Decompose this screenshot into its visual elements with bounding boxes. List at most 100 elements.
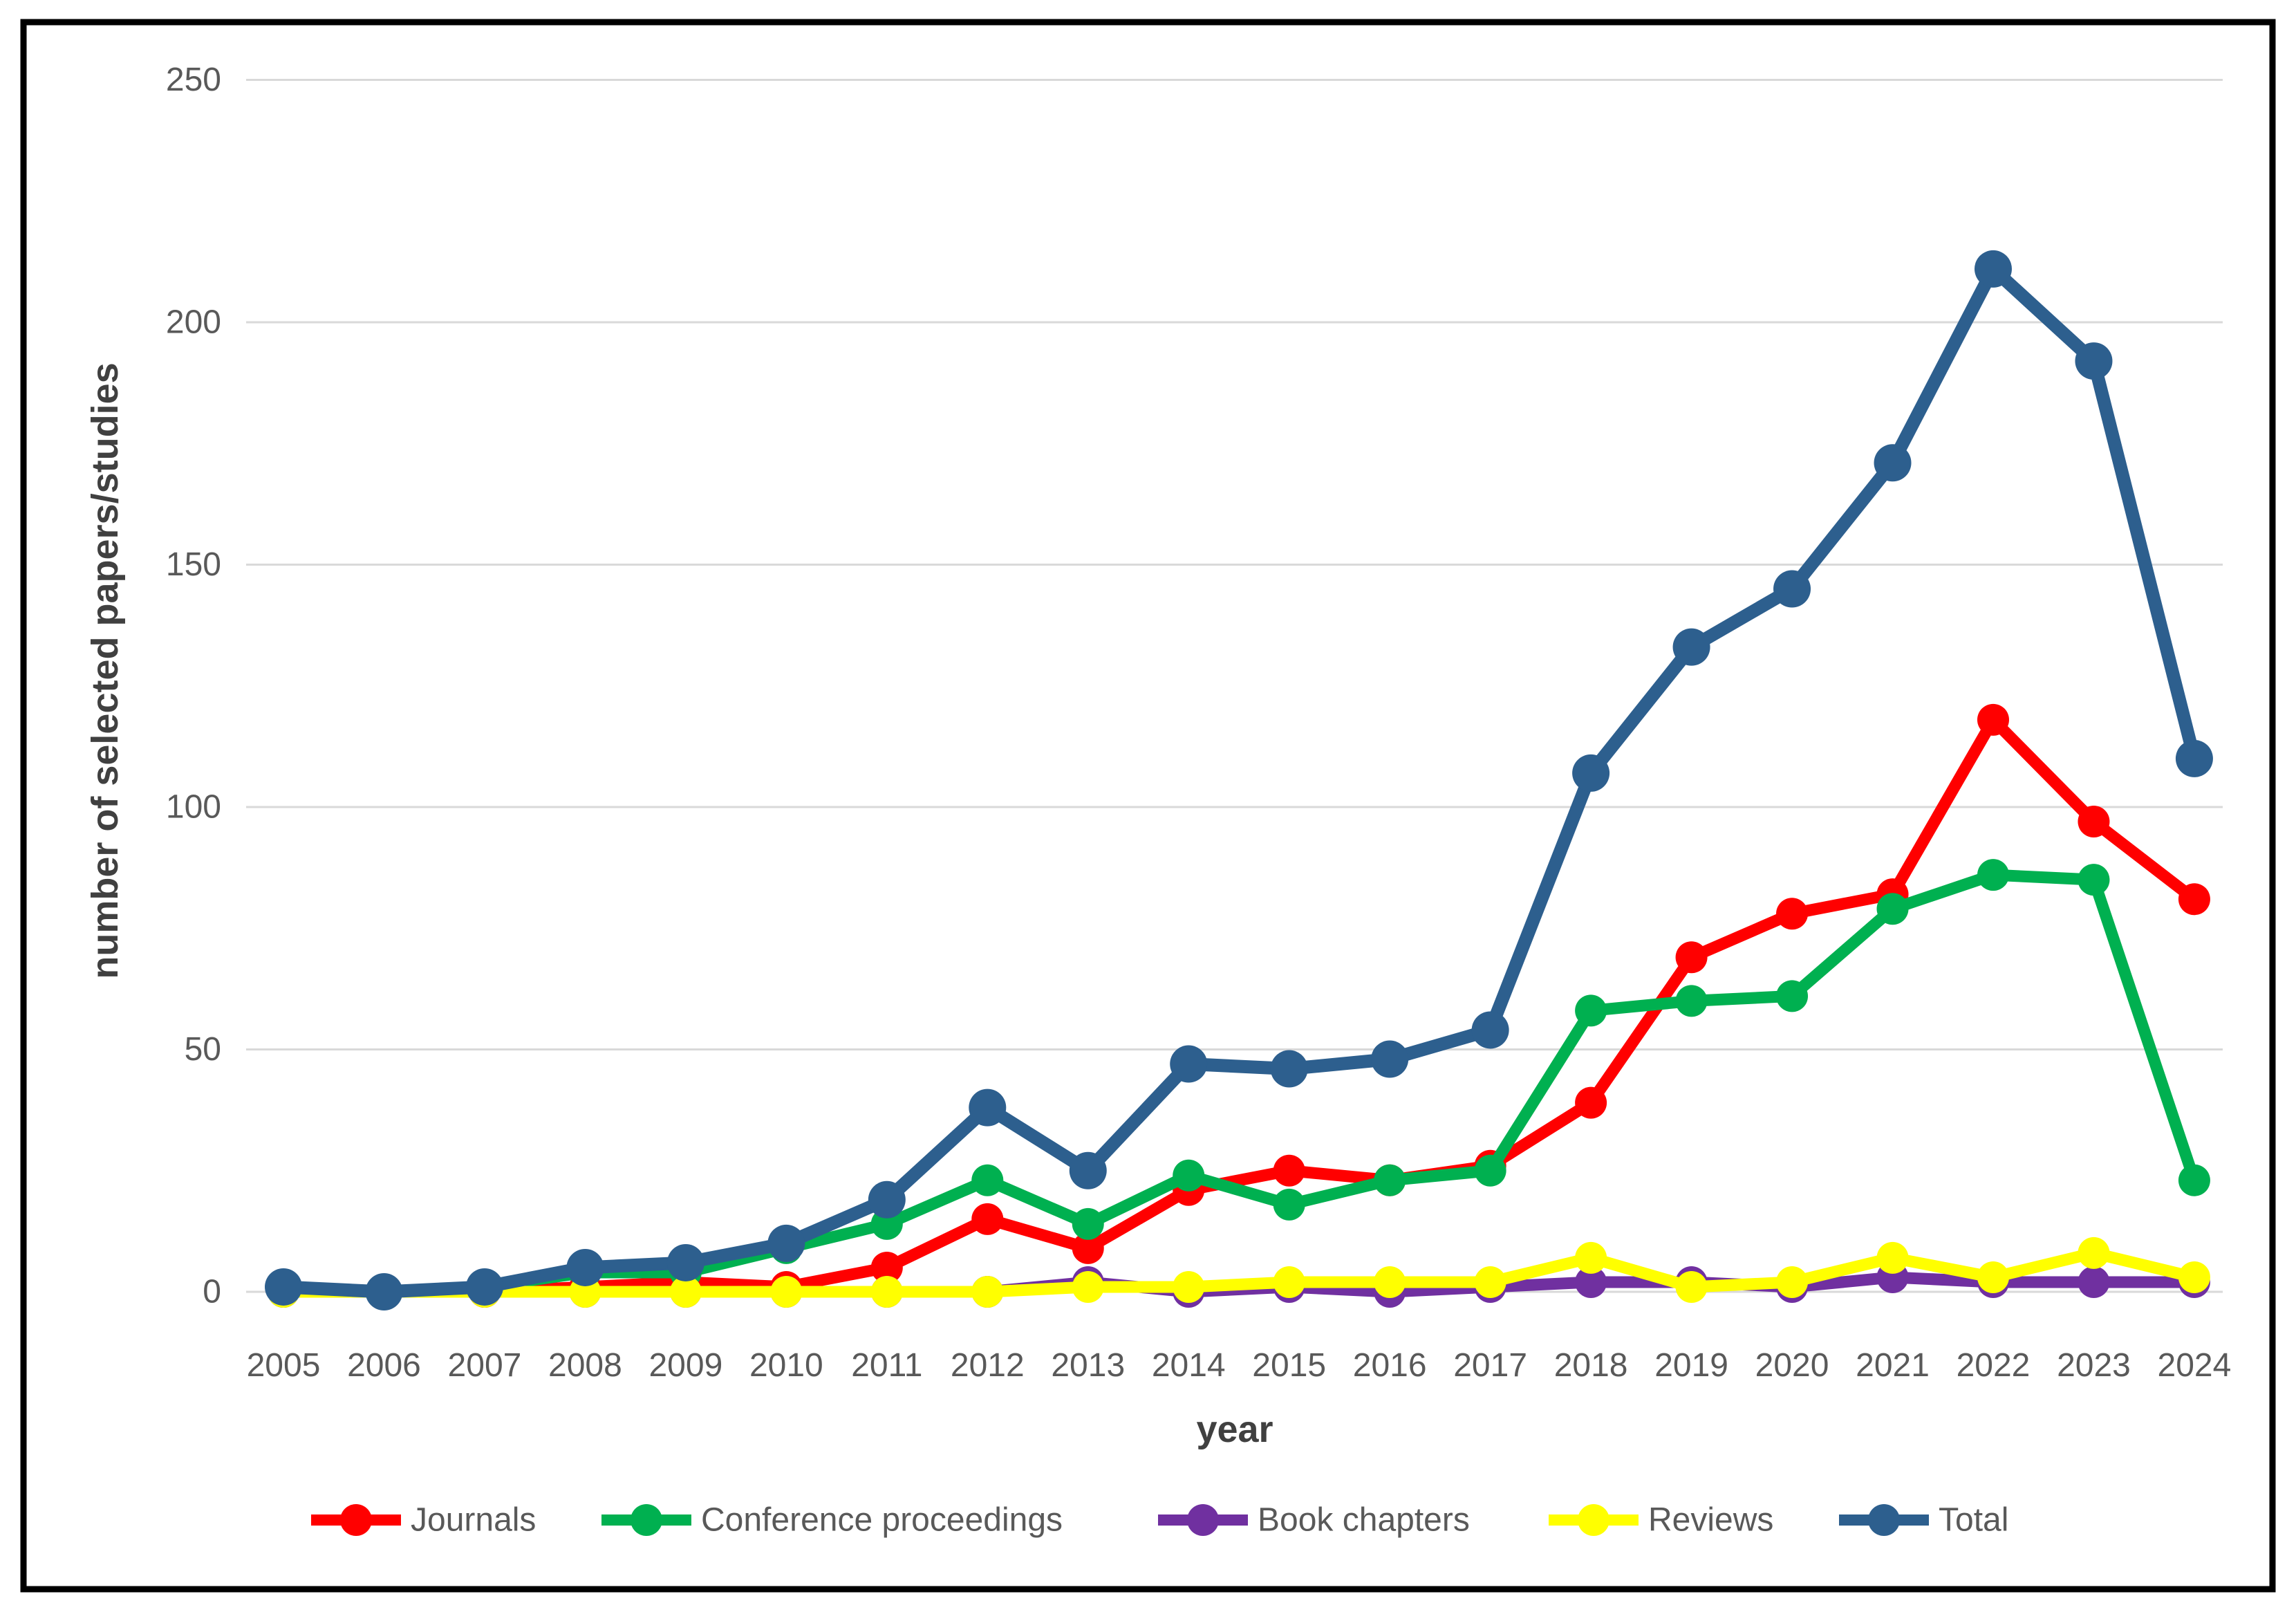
x-tick-label-2020: 2020 (1755, 1347, 1829, 1384)
legend-item-conference-proceedings: Conference proceedings (601, 1502, 1063, 1539)
marker-journals (870, 1251, 903, 1284)
marker-total (1874, 444, 1912, 482)
x-tick-label-2019: 2019 (1654, 1347, 1728, 1384)
y-tick-label-150: 150 (166, 546, 221, 583)
marker-conference-proceedings (1374, 1164, 1406, 1196)
marker-conference-proceedings (1173, 1159, 1205, 1192)
x-tick-label-2021: 2021 (1856, 1347, 1930, 1384)
x-tick-label-2018: 2018 (1554, 1347, 1628, 1384)
figure-border (20, 19, 2276, 1593)
marker-total (1773, 570, 1811, 608)
marker-reviews (1776, 1266, 1809, 1298)
marker-total (1170, 1045, 1208, 1083)
legend-swatch-marker-book-chapters (1187, 1504, 1219, 1536)
marker-total (265, 1268, 302, 1306)
marker-reviews (2078, 1236, 2110, 1269)
x-tick-label-2023: 2023 (2057, 1347, 2131, 1384)
marker-total (1471, 1011, 1509, 1049)
marker-total (666, 1243, 704, 1281)
marker-total (465, 1268, 503, 1306)
marker-reviews (1876, 1241, 1909, 1274)
marker-total (767, 1224, 805, 1262)
y-tick-label-100: 100 (166, 789, 221, 826)
y-tick-label-250: 250 (166, 62, 221, 98)
x-tick-label-2022: 2022 (1957, 1347, 2031, 1384)
marker-total (365, 1273, 403, 1310)
marker-reviews (870, 1276, 903, 1308)
marker-reviews (1575, 1241, 1607, 1274)
y-tick-label-50: 50 (185, 1031, 221, 1068)
y-tick-label-0: 0 (203, 1274, 221, 1310)
marker-journals (1072, 1232, 1104, 1264)
legend-item-reviews: Reviews (1549, 1502, 1773, 1539)
marker-total (1974, 250, 2012, 288)
marker-conference-proceedings (1977, 859, 2009, 891)
x-tick-label-2024: 2024 (2158, 1347, 2232, 1384)
y-tick-label-200: 200 (166, 304, 221, 341)
marker-journals (1675, 941, 1708, 974)
marker-reviews (971, 1276, 1004, 1308)
marker-reviews (1675, 1270, 1708, 1303)
marker-journals (1273, 1154, 1305, 1187)
marker-reviews (770, 1276, 803, 1308)
legend-item-book-chapters: Book chapters (1158, 1502, 1470, 1539)
marker-total (969, 1088, 1007, 1127)
marker-conference-proceedings (1675, 985, 1708, 1017)
marker-reviews (1474, 1266, 1506, 1298)
x-tick-label-2005: 2005 (247, 1347, 321, 1384)
x-tick-label-2012: 2012 (951, 1347, 1025, 1384)
marker-conference-proceedings (1575, 994, 1607, 1027)
x-tick-label-2007: 2007 (448, 1347, 522, 1384)
legend-label-journals: Journals (411, 1502, 536, 1539)
marker-conference-proceedings (1876, 893, 1909, 925)
x-tick-label-2017: 2017 (1453, 1347, 1527, 1384)
marker-total (2075, 342, 2113, 380)
legend-label-conference-proceedings: Conference proceedings (701, 1502, 1063, 1539)
marker-journals (1776, 898, 1809, 930)
x-axis-title: year (1196, 1409, 1273, 1450)
marker-reviews (1977, 1261, 2009, 1293)
marker-conference-proceedings (1072, 1207, 1104, 1240)
x-axis-tick-labels: 2005 2006 2007 2008 2009 2010 2011 2012 2013 2014… (247, 1347, 2232, 1384)
marker-reviews (1273, 1266, 1305, 1298)
legend-label-total: Total (1939, 1502, 2008, 1539)
marker-reviews (1072, 1270, 1104, 1303)
legend-item-total: Total (1839, 1502, 2008, 1539)
marker-conference-proceedings (2078, 864, 2110, 896)
legend-swatch-marker-total (1868, 1504, 1900, 1536)
x-tick-label-2013: 2013 (1051, 1347, 1125, 1384)
x-tick-label-2008: 2008 (548, 1347, 622, 1384)
marker-conference-proceedings (1776, 980, 1809, 1012)
y-axis-title: number of selected papers/studies (84, 362, 126, 979)
marker-journals (1977, 703, 2009, 736)
y-axis-tick-labels: 0 50 100 150 200 250 (166, 62, 221, 1310)
marker-total (1069, 1151, 1107, 1189)
marker-conference-proceedings (2178, 1164, 2210, 1196)
marker-journals (971, 1203, 1004, 1235)
marker-reviews (669, 1276, 702, 1308)
marker-total (868, 1180, 906, 1219)
x-tick-label-2016: 2016 (1353, 1347, 1427, 1384)
marker-reviews (1173, 1270, 1205, 1303)
marker-total (1572, 754, 1610, 792)
series-reviews (268, 1236, 2210, 1308)
marker-reviews (1374, 1266, 1406, 1298)
marker-total (2175, 739, 2213, 777)
marker-total (1672, 628, 1710, 666)
marker-reviews (2178, 1261, 2210, 1293)
legend-swatch-marker-conference-proceedings (631, 1504, 662, 1536)
x-tick-label-2014: 2014 (1152, 1347, 1226, 1384)
series-total (265, 250, 2213, 1310)
x-tick-label-2015: 2015 (1252, 1347, 1326, 1384)
legend-label-reviews: Reviews (1648, 1502, 1773, 1539)
x-tick-label-2010: 2010 (749, 1347, 823, 1384)
legend-item-journals: Journals (311, 1502, 536, 1539)
marker-book-chapters (2078, 1266, 2110, 1298)
marker-journals (2178, 883, 2210, 916)
series-layer (265, 250, 2213, 1310)
marker-book-chapters (1575, 1266, 1607, 1298)
marker-total (566, 1248, 604, 1286)
marker-conference-proceedings (1474, 1154, 1506, 1187)
